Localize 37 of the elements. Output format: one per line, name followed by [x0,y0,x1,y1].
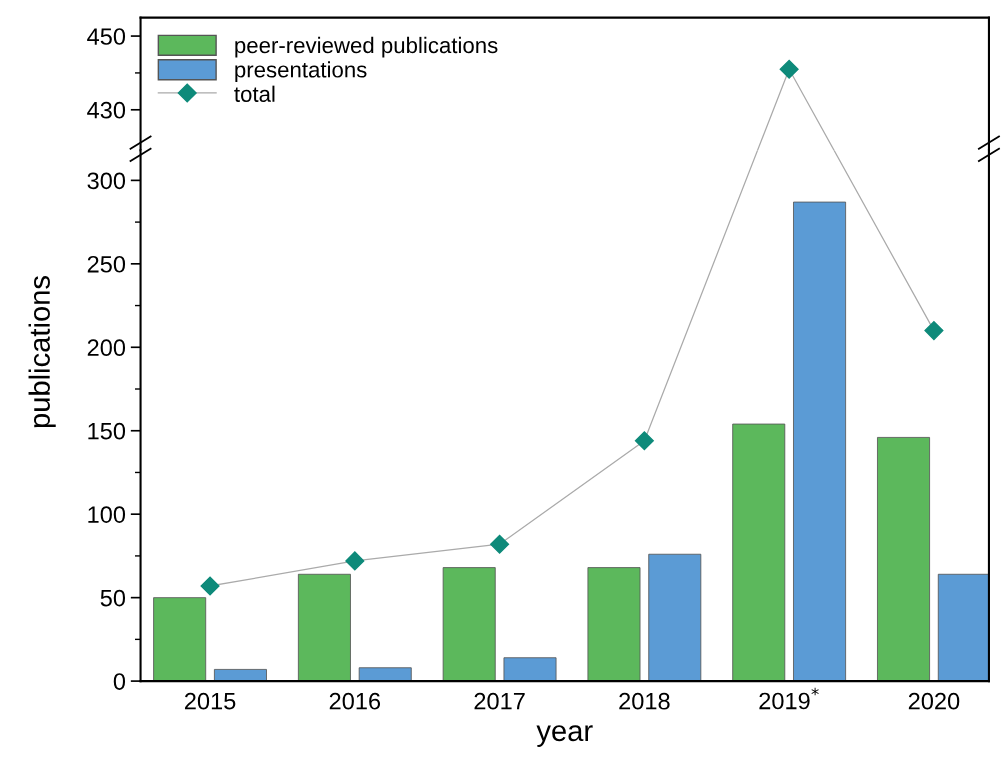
y-tick-label: 0 [113,673,126,690]
bar [297,573,351,682]
x-tick-label: 2018 [619,692,670,710]
bar [648,553,702,682]
bar [937,573,989,682]
x-tick-label: 2020 [908,692,960,710]
point [345,551,365,571]
x-tick-label: 2017 [474,692,525,710]
legend-label: peer-reviewed publications [235,36,498,58]
x-axis-title: year [536,725,593,747]
point [924,321,944,341]
legend-label: total [234,85,275,102]
bar [877,436,930,682]
x-tick-label: 2016 [329,692,381,710]
bar [503,657,557,682]
y-tick-label: 200 [87,339,126,357]
y-axis-title: publications [28,276,56,428]
bar [442,567,496,682]
bar [793,201,847,682]
y-tick-label: 100 [88,506,126,523]
y-tick-label: 450 [87,28,126,45]
y-tick-label: 50 [100,589,126,607]
bar [358,667,412,682]
bar [732,423,786,682]
point [200,576,220,596]
bar [213,668,267,682]
point [490,534,510,554]
x-tick-label: 2015 [184,692,236,710]
x-tick-label: 2019$^{*}$ [759,687,819,710]
y-tick-label: 150 [88,422,126,440]
y-tick-label: 430 [87,101,126,119]
y-tick-label: 250 [87,255,126,273]
legend-label: presentations [235,61,367,82]
point [634,431,654,451]
y-tick-label: 300 [87,172,126,190]
bar [587,567,641,682]
bar [153,597,207,682]
